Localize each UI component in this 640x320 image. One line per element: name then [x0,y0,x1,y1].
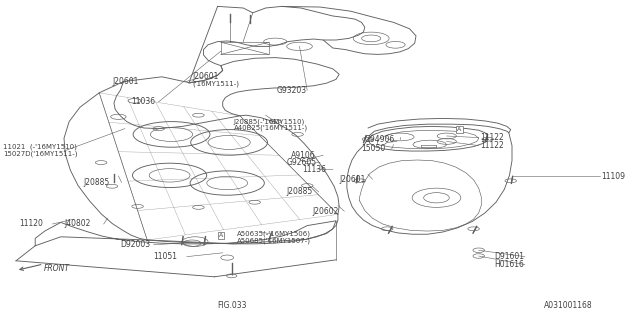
Text: J20601: J20601 [112,77,138,86]
Text: 11120: 11120 [19,220,43,228]
Text: J40802: J40802 [64,220,90,228]
Text: FIG.033: FIG.033 [218,301,247,310]
Text: A9106: A9106 [291,151,316,160]
Text: D92003: D92003 [120,240,150,249]
Text: J20885: J20885 [286,188,312,196]
Text: G94906: G94906 [365,135,395,144]
Text: A40B25('16MY1511-): A40B25('16MY1511-) [234,125,308,131]
Text: 15050: 15050 [362,144,386,153]
Text: H01616: H01616 [495,260,525,269]
Text: G93203: G93203 [276,86,307,95]
Text: A50635(-'16MY1506): A50635(-'16MY1506) [237,231,311,237]
Text: J20601: J20601 [192,72,218,81]
Text: A: A [219,233,223,238]
Text: 11136: 11136 [302,165,326,174]
Text: J20601: J20601 [339,175,365,184]
Text: 11051: 11051 [154,252,178,261]
Text: J20885: J20885 [83,178,109,187]
Text: 15027D('16MY1511-): 15027D('16MY1511-) [3,151,77,157]
Text: 11122: 11122 [480,141,504,150]
Text: 11036: 11036 [131,97,156,106]
Text: FRONT: FRONT [44,264,70,273]
Text: A031001168: A031001168 [544,301,593,310]
Text: ('16MY1511-): ('16MY1511-) [192,81,239,87]
Text: 11122: 11122 [480,133,504,142]
Text: 11109: 11109 [602,172,625,180]
Text: J20885(-'16MY1510): J20885(-'16MY1510) [234,118,305,125]
Text: G92605: G92605 [287,158,317,167]
Text: 11021  (-'16MY1510): 11021 (-'16MY1510) [3,144,77,150]
Text: A: A [458,127,461,132]
Text: J20602: J20602 [312,207,339,216]
Text: A50685('16MY1507-): A50685('16MY1507-) [237,237,311,244]
Text: D91601: D91601 [495,252,525,261]
